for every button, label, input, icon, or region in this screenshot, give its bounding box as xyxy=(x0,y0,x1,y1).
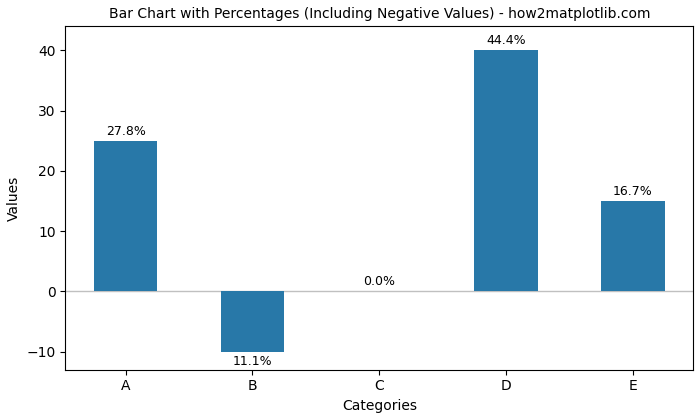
Bar xyxy=(94,141,158,291)
Text: 27.8%: 27.8% xyxy=(106,125,146,138)
Text: 0.0%: 0.0% xyxy=(363,276,395,289)
Bar xyxy=(475,50,538,291)
Bar xyxy=(601,201,664,291)
Text: 16.7%: 16.7% xyxy=(613,185,652,198)
Title: Bar Chart with Percentages (Including Negative Values) - how2matplotlib.com: Bar Chart with Percentages (Including Ne… xyxy=(108,7,650,21)
Bar xyxy=(220,291,284,352)
Text: 11.1%: 11.1% xyxy=(232,355,272,368)
Y-axis label: Values: Values xyxy=(7,176,21,221)
X-axis label: Categories: Categories xyxy=(342,399,416,413)
Text: 44.4%: 44.4% xyxy=(486,34,526,47)
